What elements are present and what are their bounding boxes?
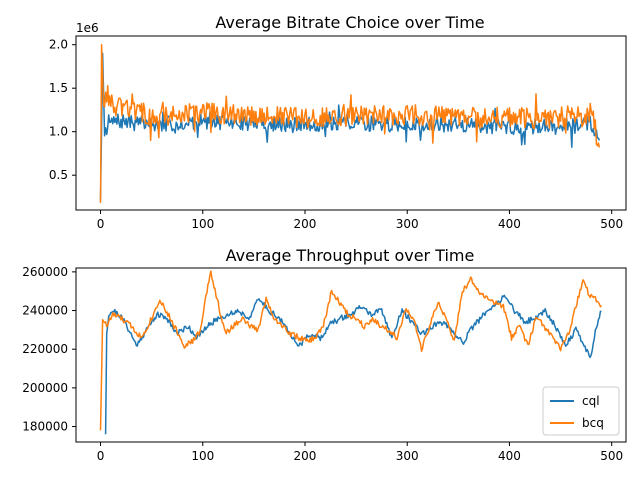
x-tick-label: 500 xyxy=(600,217,623,231)
legend-label-cql: cql xyxy=(582,394,600,408)
x-tick-label: 200 xyxy=(294,217,317,231)
bitrate-subplot: Average Bitrate Choice over Time 1e6 0 10… xyxy=(49,13,627,231)
series-line-cql xyxy=(99,52,601,200)
x-tick-label: 300 xyxy=(396,449,419,463)
legend-box xyxy=(542,386,620,436)
y-tick-label: 260000 xyxy=(22,265,68,279)
throughput-chart-title: Average Throughput over Time xyxy=(226,246,475,265)
bitrate-plot-frame xyxy=(75,35,627,211)
bitrate-series-group xyxy=(99,43,601,204)
throughput-subplot: Average Throughput over Time 0 100 200 300 4… xyxy=(22,246,627,463)
y-tick-label: 1.0 xyxy=(49,125,68,139)
legend: cql bcq xyxy=(542,386,620,436)
bitrate-axis-ticks: 0 100 200 300 400 500 0.5 1.0 1.5 2.0 xyxy=(49,38,623,231)
series-line-bcq xyxy=(99,270,603,431)
y-tick-label: 0.5 xyxy=(49,168,68,182)
y-tick-label: 240000 xyxy=(22,304,68,318)
series-line-bcq xyxy=(99,43,601,204)
y-tick-label: 1.5 xyxy=(49,81,68,95)
x-tick-label: 200 xyxy=(294,449,317,463)
bitrate-y-offset-label: 1e6 xyxy=(76,21,99,35)
x-tick-label: 0 xyxy=(97,217,105,231)
y-tick-label: 2.0 xyxy=(49,38,68,52)
y-tick-label: 220000 xyxy=(22,342,68,356)
y-tick-label: 200000 xyxy=(22,381,68,395)
x-tick-label: 500 xyxy=(600,449,623,463)
bitrate-chart-title: Average Bitrate Choice over Time xyxy=(215,13,484,32)
throughput-axis-ticks: 0 100 200 300 400 500 180000 200000 220000 240000… xyxy=(22,265,623,463)
x-tick-label: 400 xyxy=(498,449,521,463)
throughput-series-group xyxy=(99,270,603,435)
series-line-cql xyxy=(104,294,602,435)
x-tick-label: 300 xyxy=(396,217,419,231)
x-tick-label: 100 xyxy=(191,217,214,231)
x-tick-label: 0 xyxy=(97,449,105,463)
x-tick-label: 400 xyxy=(498,217,521,231)
legend-label-bcq: bcq xyxy=(582,416,604,430)
throughput-plot-frame xyxy=(75,267,627,443)
x-tick-label: 100 xyxy=(191,449,214,463)
y-tick-label: 180000 xyxy=(22,420,68,434)
